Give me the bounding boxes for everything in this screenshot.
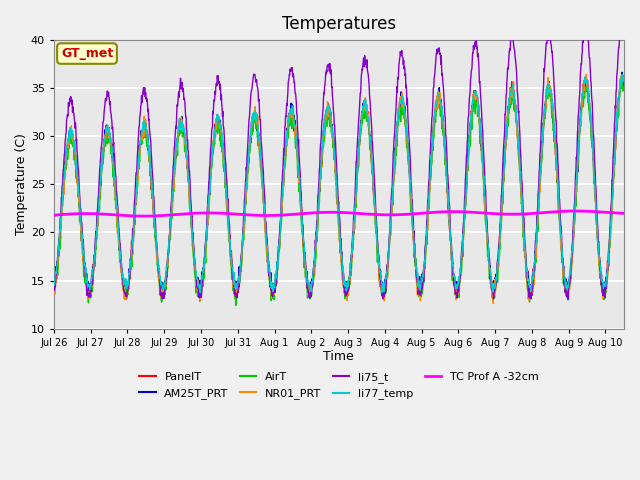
TC Prof A -32cm: [572, 208, 580, 214]
NR01_PRT: [490, 300, 497, 306]
Line: li77_temp: li77_temp: [54, 75, 624, 293]
AirT: [314, 229, 321, 235]
li77_temp: [557, 231, 565, 237]
li75_t: [139, 88, 147, 94]
li75_t: [619, 22, 627, 27]
AirT: [618, 75, 626, 81]
li75_t: [50, 287, 58, 293]
PanelT: [343, 294, 351, 300]
NR01_PRT: [314, 228, 321, 233]
PanelT: [139, 130, 147, 135]
Text: GT_met: GT_met: [61, 47, 113, 60]
NR01_PRT: [613, 118, 621, 123]
PanelT: [617, 75, 625, 81]
AirT: [474, 113, 481, 119]
li75_t: [613, 73, 621, 79]
li77_temp: [50, 280, 58, 286]
li75_t: [557, 222, 564, 228]
PanelT: [620, 87, 628, 93]
Line: AirT: AirT: [54, 78, 624, 305]
AM25T_PRT: [600, 296, 607, 302]
X-axis label: Time: Time: [323, 350, 355, 363]
li75_t: [324, 64, 332, 70]
NR01_PRT: [557, 238, 565, 244]
TC Prof A -32cm: [141, 213, 148, 219]
Line: AM25T_PRT: AM25T_PRT: [54, 72, 624, 299]
Line: NR01_PRT: NR01_PRT: [54, 74, 624, 303]
NR01_PRT: [139, 128, 147, 133]
AM25T_PRT: [50, 281, 58, 287]
AM25T_PRT: [139, 127, 147, 133]
NR01_PRT: [474, 96, 481, 101]
Legend: PanelT, AM25T_PRT, AirT, NR01_PRT, li75_t, li77_temp, TC Prof A -32cm: PanelT, AM25T_PRT, AirT, NR01_PRT, li75_…: [134, 368, 543, 404]
TC Prof A -32cm: [314, 210, 321, 216]
AirT: [620, 84, 628, 90]
NR01_PRT: [620, 76, 628, 82]
Line: PanelT: PanelT: [54, 78, 624, 297]
li75_t: [620, 27, 628, 33]
TC Prof A -32cm: [50, 212, 58, 218]
Title: Temperatures: Temperatures: [282, 15, 396, 33]
li77_temp: [613, 114, 621, 120]
PanelT: [474, 95, 481, 100]
Line: TC Prof A -32cm: TC Prof A -32cm: [54, 211, 624, 216]
TC Prof A -32cm: [324, 209, 332, 215]
PanelT: [50, 283, 58, 288]
AM25T_PRT: [324, 109, 332, 115]
PanelT: [613, 116, 621, 121]
PanelT: [557, 238, 565, 243]
Line: li75_t: li75_t: [54, 24, 624, 299]
TC Prof A -32cm: [613, 210, 621, 216]
li77_temp: [619, 72, 627, 78]
AirT: [613, 129, 621, 134]
TC Prof A -32cm: [139, 213, 147, 219]
AirT: [232, 302, 240, 308]
NR01_PRT: [582, 72, 590, 77]
TC Prof A -32cm: [557, 208, 565, 214]
AirT: [324, 109, 332, 115]
AM25T_PRT: [314, 222, 321, 228]
AM25T_PRT: [474, 94, 481, 100]
Y-axis label: Temperature (C): Temperature (C): [15, 133, 28, 235]
li77_temp: [620, 75, 628, 81]
AM25T_PRT: [613, 120, 621, 126]
AirT: [557, 244, 565, 250]
PanelT: [314, 218, 321, 224]
li77_temp: [196, 290, 204, 296]
AirT: [139, 121, 147, 127]
NR01_PRT: [324, 106, 332, 112]
li75_t: [314, 217, 321, 223]
li75_t: [564, 296, 572, 302]
li77_temp: [314, 215, 321, 221]
li77_temp: [324, 105, 332, 111]
TC Prof A -32cm: [620, 210, 628, 216]
AM25T_PRT: [620, 73, 628, 79]
AM25T_PRT: [557, 232, 564, 238]
PanelT: [324, 100, 332, 106]
li77_temp: [139, 120, 147, 126]
TC Prof A -32cm: [474, 210, 481, 216]
NR01_PRT: [50, 286, 58, 291]
AirT: [50, 288, 58, 294]
AM25T_PRT: [618, 70, 626, 75]
li77_temp: [474, 93, 481, 99]
li75_t: [474, 44, 481, 50]
